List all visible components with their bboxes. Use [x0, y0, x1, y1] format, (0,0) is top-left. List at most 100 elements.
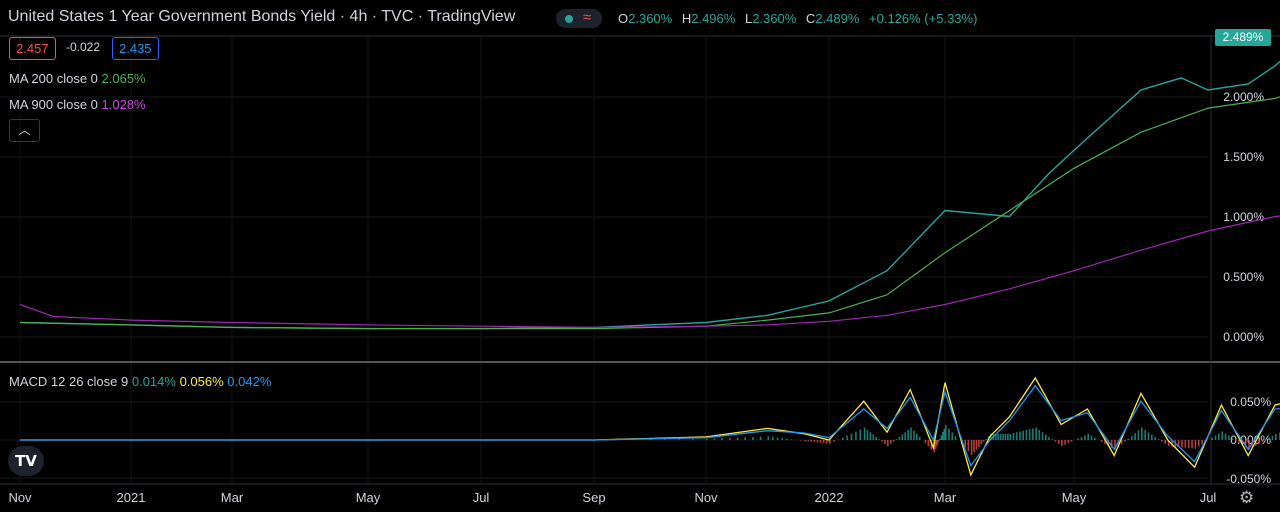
macd-histogram-bar — [1035, 427, 1037, 440]
macd-histogram-bar — [1254, 440, 1257, 446]
macd-histogram-bar — [970, 440, 973, 455]
x-tick-label: May — [356, 490, 381, 505]
macd-histogram-bar — [1090, 435, 1093, 440]
macd-histogram-bar — [678, 439, 680, 440]
macd-histogram-bar — [706, 438, 708, 440]
tradingview-logo[interactable]: TV — [8, 446, 44, 476]
macd-histogram-bar — [1124, 440, 1126, 442]
macd-histogram-bar — [692, 438, 694, 440]
gear-icon[interactable]: ⚙ — [1239, 488, 1255, 507]
macd-histogram-bar — [1070, 440, 1073, 442]
macd-histogram-bar — [816, 440, 819, 443]
close-label: C — [805, 11, 816, 26]
macd-histogram-bar — [1214, 435, 1217, 440]
y-tick-label: 0.500% — [1223, 270, 1264, 284]
macd-histogram-bar — [924, 440, 927, 444]
status-pill[interactable] — [556, 9, 602, 28]
macd-histogram-bar — [799, 440, 802, 441]
ma200-value: 2.065% — [101, 71, 146, 86]
macd-histogram-bar — [1120, 440, 1123, 445]
macd-histogram-bar — [1127, 438, 1130, 440]
ma900-legend[interactable]: MA 900 close 0 1.028% — [9, 97, 146, 112]
macd-histogram-bar — [1051, 439, 1054, 440]
macd-histogram-bar — [1221, 431, 1223, 440]
macd-y-tick-label: 0.000% — [1230, 433, 1271, 447]
macd-histogram-bar — [934, 440, 937, 450]
macd-histogram-bar — [884, 440, 886, 444]
low-label: L — [744, 11, 753, 26]
collapse-legend-button[interactable]: ︿ — [9, 119, 40, 142]
macd-histogram-bar — [907, 429, 909, 440]
macd-histogram-bar — [1117, 440, 1120, 448]
macd-histogram-bar — [927, 440, 930, 447]
x-tick-label: 2021 — [117, 490, 146, 505]
macd-histogram-bar — [744, 437, 747, 440]
spread-value: -0.022 — [66, 40, 101, 54]
macd-histogram-bar — [930, 440, 933, 450]
chevron-up-icon: ︿ — [18, 123, 31, 137]
macd-histogram-bar — [1130, 435, 1133, 440]
macd-histogram-bar — [1167, 440, 1170, 447]
macd-histogram-bar — [859, 429, 862, 440]
macd-histogram-bar — [1191, 440, 1193, 449]
macd-histogram-bar — [772, 436, 774, 440]
macd-histogram-bar — [967, 440, 970, 452]
macd-histogram-bar — [889, 440, 892, 444]
macd-histogram-bar — [936, 440, 938, 446]
macd-histogram-bar — [1271, 435, 1274, 440]
macd-histogram-bar — [807, 440, 810, 442]
macd-histogram-bar — [1077, 438, 1079, 440]
macd-histogram-bar — [937, 440, 940, 443]
macd-histogram-bar — [1110, 440, 1113, 448]
x-tick-label: Sep — [582, 490, 605, 505]
x-tick-label: Jul — [1200, 490, 1217, 505]
macd-histogram-bar — [1100, 440, 1103, 442]
macd-histogram-bar — [994, 433, 997, 440]
macd-histogram-bar — [954, 436, 957, 440]
ma900-line — [19, 215, 1280, 329]
macd-histogram-bar — [999, 433, 1002, 440]
ma200-legend[interactable]: MA 200 close 0 2.065% — [9, 71, 146, 86]
macd-histogram-bar — [964, 440, 966, 448]
macd-histogram-bar — [785, 438, 788, 440]
macd-histogram-bar — [1201, 440, 1203, 445]
y-tick-label: 1.500% — [1223, 150, 1264, 164]
macd-histogram-bar — [1080, 436, 1083, 440]
x-tick-label: Mar — [934, 490, 957, 505]
macd-histogram-bar — [1241, 440, 1244, 446]
x-tick-label: Nov — [694, 490, 718, 505]
macd-histogram-bar — [1028, 429, 1031, 440]
macd-histogram-bar — [1244, 440, 1247, 448]
macd-histogram-bar — [913, 430, 915, 440]
ask-button[interactable]: 2.435 — [112, 37, 159, 60]
bid-button[interactable]: 2.457 — [9, 37, 56, 60]
macd-histogram-bar — [1137, 430, 1140, 440]
macd-histogram-bar — [875, 436, 877, 440]
macd-histogram-bar — [980, 440, 983, 445]
x-tick-label: Jul — [473, 490, 490, 505]
macd-histogram-bar — [916, 433, 918, 440]
macd-histogram-bar — [1147, 432, 1150, 440]
price-series-line — [19, 60, 1280, 330]
macd-histogram-bar — [822, 440, 825, 444]
macd-histogram-bar — [1019, 431, 1021, 440]
macd-histogram-bar — [881, 440, 883, 442]
signal-line — [20, 384, 1280, 467]
macd-histogram-bar — [904, 432, 906, 440]
macd-histogram-bar — [939, 438, 941, 440]
macd-histogram-bar — [1248, 440, 1250, 450]
macd-histogram-bar — [869, 432, 872, 440]
macd-histogram-bar — [1161, 440, 1163, 442]
macd-histogram-bar — [985, 439, 987, 440]
ohlc-readout: O2.360% H2.496% L2.360% C2.489% +0.126% … — [618, 11, 983, 26]
macd-legend[interactable]: MACD 12 26 close 9 0.014% 0.056% 0.042% — [9, 374, 271, 389]
macd-histogram-bar — [759, 436, 762, 440]
macd-histogram-bar — [948, 428, 950, 440]
macd-histogram-bar — [898, 436, 901, 440]
x-tick-label: Mar — [221, 490, 244, 505]
macd-histogram-bar — [833, 440, 835, 442]
macd-histogram-bar — [1104, 440, 1106, 444]
macd-histogram-bar — [776, 437, 779, 440]
macd-line — [20, 376, 1280, 477]
